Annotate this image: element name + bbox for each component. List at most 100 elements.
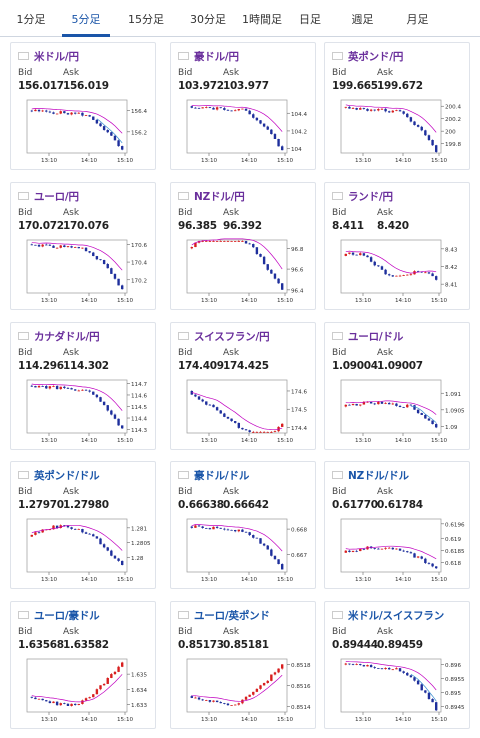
y-tick-label: 174.6 [291, 389, 307, 395]
price-chart: 0.896 0.8955 0.895 0.8945 13:10 14:10 15:10 [340, 658, 465, 723]
candle-body [92, 116, 95, 120]
y-tick-label: 96.4 [291, 288, 304, 294]
rate-card-gbp-usd[interactable]: 英ポンド/ドル Bid Ask 1.27970 1.27980 1.281 1.2805 1.… [10, 461, 156, 589]
x-tick-label: 13:10 [355, 438, 372, 444]
candle-body [55, 247, 59, 249]
rate-card-nzd-usd[interactable]: NZドル/ドル Bid Ask 0.61770 0.61784 0.6196 0.619 0.… [324, 461, 470, 589]
moving-average-line [191, 105, 283, 132]
pair-name[interactable]: カナダドル/円 [34, 330, 100, 343]
candle-body [197, 697, 201, 700]
y-tick-label: 170.4 [131, 261, 147, 267]
candle-body [233, 530, 237, 532]
candle-body [366, 665, 369, 667]
moving-average-line [191, 674, 283, 702]
rate-card-eur-jpy[interactable]: ユーロ/円 Bid Ask 170.072 170.076 170.6 170.4 170.2… [10, 182, 156, 310]
candle-body [73, 528, 77, 530]
price-chart: 1.091 1.0905 1.09 13:10 14:10 15:10 [340, 379, 465, 444]
candle-body [63, 703, 66, 704]
rate-card-eur-usd[interactable]: ユーロ/ドル Bid Ask 1.09004 1.09007 1.091 1.0905 1.0… [324, 322, 470, 450]
candle-body [194, 107, 197, 109]
candle-body [244, 241, 248, 244]
tab-3[interactable]: 30分足 [190, 13, 226, 26]
rate-card-usd-chf[interactable]: 米ドル/スイスフラン Bid Ask 0.89444 0.89459 0.896 0.895… [324, 601, 470, 729]
candle-body [84, 115, 88, 116]
y-tick-label: 1.634 [131, 688, 147, 694]
candle-body [30, 110, 34, 112]
pair-name[interactable]: 英ポンド/円 [348, 50, 404, 63]
candle-body [37, 109, 41, 112]
pair-name[interactable]: NZドル/円 [194, 190, 245, 203]
x-tick-label: 14:10 [81, 577, 98, 583]
candle-body [369, 257, 373, 262]
candle-body [190, 247, 194, 249]
y-tick-label: 96.8 [291, 247, 304, 253]
candle-body [201, 526, 204, 529]
candle-body [197, 525, 201, 527]
candle-body [262, 256, 266, 265]
pair-name[interactable]: ランド/円 [348, 190, 393, 203]
candle-body [34, 532, 37, 535]
tab-5[interactable]: 日足 [299, 13, 321, 26]
candle-body [99, 397, 102, 402]
candle-body [84, 389, 88, 391]
candle-body [66, 113, 70, 115]
rate-card-chf-jpy[interactable]: スイスフラン/円 Bid Ask 174.409 174.425 174.6 174.5 17… [170, 322, 316, 450]
candle-body [355, 403, 358, 406]
candle-body [194, 394, 197, 397]
moving-average-line [191, 524, 283, 552]
pair-name[interactable]: 英ポンド/ドル [34, 469, 100, 482]
pair-name[interactable]: ユーロ/円 [34, 190, 79, 203]
candle-body [402, 111, 405, 114]
candle-body [255, 688, 259, 692]
price-chart: 104.4 104.2 104 13:10 14:10 15:10 [186, 99, 307, 164]
rate-card-zar-jpy[interactable]: ランド/円 Bid Ask 8.411 8.420 8.43 8.42 8.41 13:10 14… [324, 182, 470, 310]
rate-card-aud-usd[interactable]: 豪ドル/ドル Bid Ask 0.66638 0.66642 0.668 0.667 13:1… [170, 461, 316, 589]
bid-value: 0.89444 [332, 639, 378, 651]
tab-4[interactable]: 1時間足 [242, 13, 282, 26]
tab-2[interactable]: 15分足 [128, 13, 164, 26]
rate-card-eur-gbp[interactable]: ユーロ/英ポンド Bid Ask 0.85173 0.85181 0.8518 0.8516… [170, 601, 316, 729]
y-tick-label: 104.4 [291, 112, 307, 118]
rate-card-usd-jpy[interactable]: 米ドル/円 Bid Ask 156.017 156.019 156.4 156.2 13:10… [10, 42, 156, 170]
timeframe-tabs: 1分足 5分足 15分足 30分足 1時間足 日足 週足 月足 [0, 0, 480, 37]
tab-1[interactable]: 5分足 [62, 0, 110, 37]
pair-name[interactable]: NZドル/ドル [348, 469, 409, 482]
candle-body [63, 386, 66, 388]
candle-body [398, 405, 402, 408]
candle-body [252, 244, 255, 248]
candle-body [84, 698, 88, 701]
tab-6[interactable]: 週足 [351, 13, 374, 26]
rate-card-gbp-jpy[interactable]: 英ポンド/円 Bid Ask 199.665 199.672 200.4 200.2 200 1… [324, 42, 470, 170]
pair-name[interactable]: 米ドル/スイスフラン [348, 609, 445, 622]
rate-card-eur-aud[interactable]: ユーロ/豪ドル Bid Ask 1.63568 1.63582 1.635 1.634 1.6… [10, 601, 156, 729]
candle-body [420, 413, 423, 415]
candle-body [48, 111, 52, 113]
candle-body [248, 110, 251, 115]
pair-name[interactable]: ユーロ/ドル [348, 330, 404, 343]
tab-7[interactable]: 月足 [406, 13, 429, 26]
candle-body [34, 386, 37, 388]
candle-body [244, 531, 248, 533]
candle-body [434, 145, 438, 152]
pair-name[interactable]: スイスフラン/円 [194, 330, 270, 343]
x-tick-label: 15:10 [431, 158, 448, 164]
x-tick-label: 13:10 [355, 577, 372, 583]
pair-name[interactable]: ユーロ/豪ドル [34, 609, 100, 622]
rate-card-cad-jpy[interactable]: カナダドル/円 Bid Ask 114.296 114.302 114.7 114.6 114… [10, 322, 156, 450]
candle-body [113, 273, 117, 279]
pair-name[interactable]: ユーロ/英ポンド [194, 609, 270, 622]
candle-body [270, 549, 273, 556]
candle-body [409, 552, 413, 554]
pair-name[interactable]: 豪ドル/ドル [194, 469, 250, 482]
candle-body [369, 401, 373, 404]
pair-name[interactable]: 豪ドル/円 [194, 50, 239, 63]
rate-card-aud-jpy[interactable]: 豪ドル/円 Bid Ask 103.972 103.977 104.4 104.2 104 13… [170, 42, 316, 170]
tab-0[interactable]: 1分足 [16, 13, 46, 26]
pair-name[interactable]: 米ドル/円 [34, 50, 79, 63]
x-tick-label: 14:10 [395, 158, 412, 164]
x-tick-label: 13:10 [201, 158, 218, 164]
candle-body [398, 548, 402, 551]
candle-body [416, 680, 420, 685]
x-tick-label: 13:10 [355, 158, 372, 164]
rate-card-nzd-jpy[interactable]: NZドル/円 Bid Ask 96.385 96.392 96.8 96.6 96.4 13:1… [170, 182, 316, 310]
